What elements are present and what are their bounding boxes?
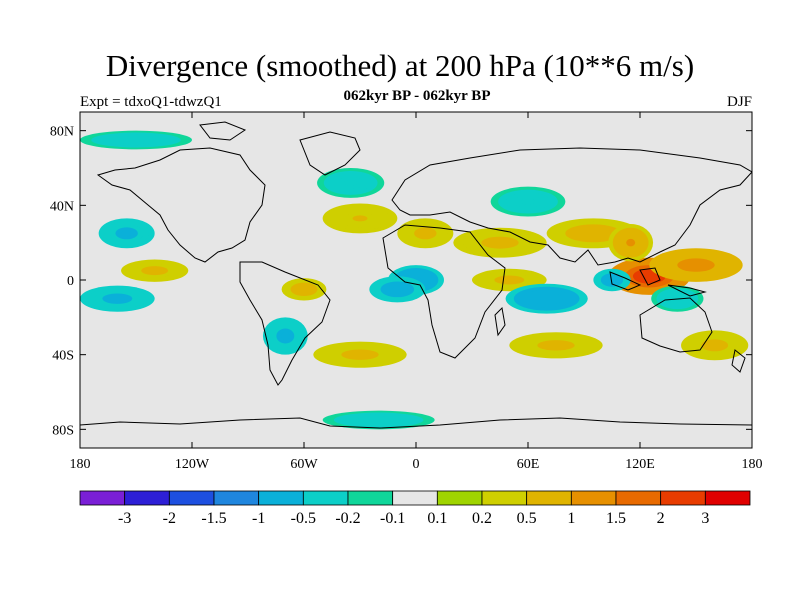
contour-maritime-continent-max-4 (641, 272, 658, 280)
contour-arctic-neg-4 (124, 138, 148, 142)
contour-sw-atlantic-pos-4 (299, 287, 309, 292)
lon-label: 60E (517, 457, 540, 472)
legend-swatch-8 (436, 490, 483, 506)
legend-label: -3 (118, 510, 131, 527)
legend-label: -1.5 (201, 510, 226, 527)
contour-west-pacific-pos-4 (686, 261, 706, 269)
legend-swatch-9 (481, 490, 528, 506)
contour-east-africa-pos-4 (501, 277, 517, 283)
legend-label: 0.2 (472, 510, 492, 527)
season-label: DJF (726, 94, 752, 110)
legend-swatch-4 (258, 490, 304, 506)
plot-subtitle: 062kyr BP - 062kyr BP (343, 88, 491, 104)
legend-label: -2 (163, 510, 176, 527)
lon-label: 0 (413, 457, 420, 472)
contour-south-pacific-neg-4 (109, 296, 125, 302)
legend-label: 3 (701, 510, 709, 527)
legend-swatch-0 (79, 490, 126, 506)
legend-label: -1 (252, 510, 265, 527)
contour-north-atlantic-neg-4 (343, 179, 358, 186)
legend-label: -0.1 (380, 510, 405, 527)
lon-label: 120W (175, 457, 210, 472)
legend-swatch-6 (347, 490, 394, 506)
contour-north-atlantic-pos-4 (352, 215, 368, 222)
contour-mediterranean-pos-4 (419, 230, 431, 237)
contour-south-atlantic-pos-4 (350, 352, 370, 358)
contour-eurasia-neg-4 (520, 198, 536, 205)
plot-title: Divergence (smoothed) at 200 hPa (10**6 … (105, 48, 695, 83)
new-zealand-coast (731, 349, 746, 373)
contour-south-asia-pos-4 (584, 230, 603, 237)
legend-swatch-11 (570, 490, 617, 506)
lat-label: 40S (52, 349, 74, 364)
antarctica-coast (80, 417, 752, 429)
australia-coast (639, 297, 713, 353)
legend-swatch-14 (704, 490, 751, 506)
africa-coast (382, 224, 506, 359)
sumatra-coast (609, 271, 642, 291)
lon-label: 120E (625, 457, 655, 472)
coastlines (80, 121, 752, 429)
contour-indian-south-pos-4 (546, 342, 566, 348)
legend-swatch-7 (392, 490, 438, 506)
contour-tropical-atlantic-neg-4 (391, 286, 403, 292)
legend-label: -0.5 (291, 510, 316, 527)
contour-north-pacific-neg-4 (121, 230, 133, 237)
contour-southern-ocean-neg-4 (367, 418, 390, 422)
legend-swatch-5 (302, 490, 349, 506)
legend-swatch-13 (660, 490, 706, 506)
experiment-label: Expt = tdxoQ1-tdwzQ1 (80, 94, 222, 110)
lat-label: 40N (50, 199, 74, 214)
lat-label: 80S (52, 423, 74, 438)
legend-label: 2 (657, 510, 665, 527)
borneo-coast (639, 267, 661, 286)
legend-label: -0.2 (335, 510, 360, 527)
legend-label: 1 (567, 510, 575, 527)
legend-label: 1.5 (606, 510, 626, 527)
lon-label: 60W (290, 457, 318, 472)
south-america-coast (239, 261, 331, 386)
north-america-coast (96, 147, 266, 263)
axis-ticks: 80N 40N 0 40S 80S 180 120W 60W 0 60E 120E 180 (50, 112, 763, 472)
greenland-coast (299, 131, 361, 176)
contour-indian-ocean-neg-4 (538, 295, 555, 302)
lon-label: 180 (742, 457, 763, 472)
lon-label: 180 (70, 457, 91, 472)
legend-swatch-10 (526, 490, 572, 506)
legend-swatch-12 (615, 490, 662, 506)
contour-south-china-sea-neg-4 (608, 277, 616, 283)
contour-tasman-pos-4 (707, 342, 722, 349)
contour-arabia-pos-4 (490, 239, 510, 246)
eurasia-coast (391, 147, 752, 266)
lat-label: 0 (67, 274, 74, 289)
madagascar-coast (494, 306, 506, 337)
contour-south-america-neg-4 (280, 332, 290, 340)
arctic-island-coast (199, 121, 247, 141)
contour-east-asia-pos-4 (626, 238, 636, 247)
legend-swatch-1 (124, 490, 170, 506)
legend-label: 0.1 (427, 510, 447, 527)
contour-east-pacific-pos-4 (147, 268, 162, 273)
lat-label: 80N (50, 125, 74, 140)
new-guinea-coast (667, 284, 707, 297)
color-legend: -3 -2 -1.5 -1 -0.5 -0.2 -0.1 0.1 0.2 0.5 1 1.5 2 3 (79, 490, 751, 527)
legend-swatch-3 (213, 490, 260, 506)
legend-swatch-2 (168, 490, 215, 506)
legend-label: 0.5 (517, 510, 537, 527)
